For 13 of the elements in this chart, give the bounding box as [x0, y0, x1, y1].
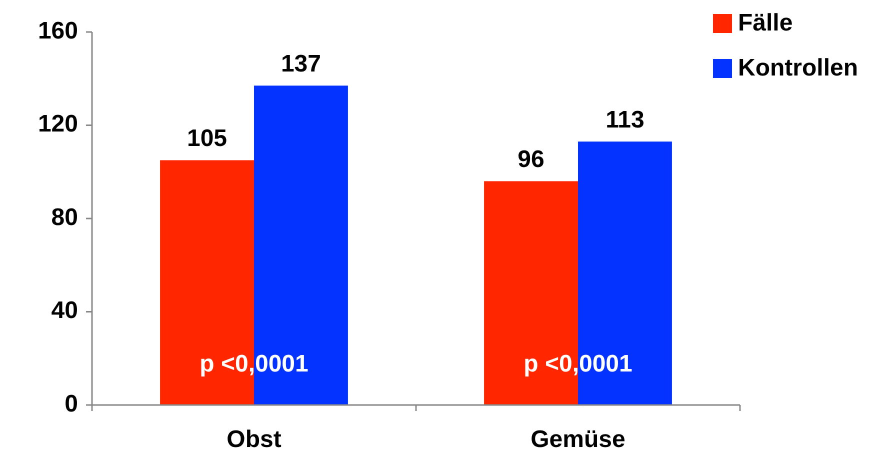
y-tick-label: 40 [51, 297, 78, 324]
x-tick-label: Gemüse [530, 426, 626, 453]
y-tick-label: 0 [64, 390, 78, 418]
legend-label: Kontrollen [738, 54, 858, 82]
x-tick-label: Obst [226, 426, 282, 453]
legend-label: Fälle [738, 9, 793, 36]
data-label: 105 [186, 125, 228, 152]
data-label: 137 [280, 50, 322, 78]
data-label: 113 [606, 106, 644, 134]
y-tick-label: 80 [51, 204, 78, 231]
y-tick-label: 160 [38, 17, 78, 44]
y-tick-label: 120 [38, 110, 78, 138]
data-label: 96 [518, 146, 544, 174]
